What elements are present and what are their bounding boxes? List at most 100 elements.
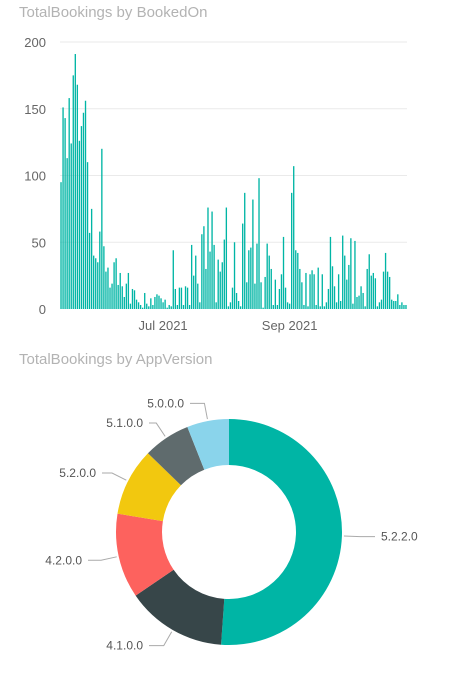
bar[interactable] [154, 296, 156, 309]
bar[interactable] [237, 300, 240, 309]
bar[interactable] [323, 306, 326, 309]
bar[interactable] [144, 292, 146, 309]
bar[interactable] [337, 274, 340, 309]
bar[interactable] [195, 255, 197, 309]
bar[interactable] [368, 254, 370, 309]
bar[interactable] [354, 240, 356, 309]
bar[interactable] [305, 272, 307, 309]
bar[interactable] [174, 288, 176, 309]
bar[interactable] [97, 262, 99, 309]
bar[interactable] [170, 306, 172, 309]
bar[interactable] [199, 302, 201, 309]
bar[interactable] [90, 208, 93, 309]
bar[interactable] [158, 295, 160, 309]
bar[interactable] [125, 283, 128, 309]
bar[interactable] [264, 276, 266, 309]
bar[interactable] [299, 268, 301, 309]
bar[interactable] [168, 304, 170, 309]
bar[interactable] [103, 246, 105, 309]
bar[interactable] [297, 252, 299, 309]
bar[interactable] [223, 239, 225, 309]
bar[interactable] [339, 300, 342, 309]
bar[interactable] [366, 268, 368, 309]
bar[interactable] [119, 272, 121, 309]
bar[interactable] [309, 274, 311, 309]
bar[interactable] [225, 207, 228, 309]
bar[interactable] [256, 243, 258, 309]
bar[interactable] [146, 303, 148, 309]
bar[interactable] [288, 303, 291, 309]
donut-slice-4-1-0-0[interactable] [135, 569, 225, 645]
bar[interactable] [217, 259, 219, 309]
bar[interactable] [184, 286, 187, 309]
bar[interactable] [76, 84, 79, 309]
bar[interactable] [62, 107, 64, 309]
bar[interactable] [262, 307, 264, 309]
bar[interactable] [80, 126, 83, 309]
bar[interactable] [317, 267, 319, 309]
bar[interactable] [397, 294, 399, 309]
bar[interactable] [141, 307, 144, 309]
bar[interactable] [86, 162, 89, 309]
bar[interactable] [346, 279, 348, 309]
bar[interactable] [229, 302, 232, 309]
bar[interactable] [239, 306, 242, 309]
bar[interactable] [319, 306, 321, 309]
bar[interactable] [266, 243, 268, 309]
bar[interactable] [405, 304, 407, 309]
bar[interactable] [327, 288, 330, 309]
bar[interactable] [131, 288, 134, 309]
bar[interactable] [352, 303, 354, 309]
bar[interactable] [123, 296, 125, 309]
bar[interactable] [344, 255, 346, 309]
bar[interactable] [274, 279, 277, 309]
bar[interactable] [350, 238, 352, 309]
bar[interactable] [207, 207, 209, 309]
bar[interactable] [401, 302, 403, 309]
bar[interactable] [148, 306, 150, 309]
bar[interactable] [66, 158, 68, 309]
bar[interactable] [101, 148, 103, 309]
bar[interactable] [105, 271, 107, 309]
bar[interactable] [254, 283, 256, 309]
bar[interactable] [321, 274, 323, 309]
bar[interactable] [335, 302, 338, 309]
bar[interactable] [370, 275, 372, 309]
bar[interactable] [313, 274, 315, 309]
bar[interactable] [172, 250, 174, 309]
bar[interactable] [201, 234, 203, 309]
bar[interactable] [235, 292, 238, 309]
bar[interactable] [211, 211, 213, 309]
bar[interactable] [403, 304, 405, 309]
donut-slice-5-1-0-0[interactable] [147, 426, 205, 486]
bar[interactable] [197, 283, 199, 309]
bar[interactable] [295, 250, 297, 309]
bar[interactable] [268, 255, 270, 309]
bar[interactable] [252, 199, 254, 309]
bar[interactable] [193, 275, 195, 309]
bar[interactable] [74, 54, 76, 309]
bar[interactable] [188, 304, 191, 309]
bar[interactable] [133, 290, 136, 309]
bar[interactable] [378, 302, 381, 309]
bar[interactable] [152, 304, 154, 309]
bar[interactable] [78, 140, 81, 309]
bar[interactable] [244, 192, 246, 309]
bar[interactable] [88, 232, 91, 309]
bar[interactable] [99, 231, 101, 309]
bar[interactable] [374, 278, 377, 309]
bar[interactable] [278, 288, 281, 309]
bar[interactable] [205, 268, 207, 309]
bar[interactable] [291, 192, 293, 309]
bar[interactable] [60, 182, 62, 309]
bar[interactable] [315, 304, 317, 309]
bar[interactable] [162, 302, 164, 309]
bar[interactable] [362, 292, 364, 309]
donut-slice-5-2-2-0[interactable] [221, 419, 342, 645]
bar[interactable] [209, 251, 211, 309]
bar[interactable] [109, 287, 111, 309]
bar[interactable] [348, 264, 350, 309]
bar[interactable] [248, 250, 250, 309]
bar[interactable] [311, 270, 313, 309]
bar[interactable] [127, 272, 130, 309]
